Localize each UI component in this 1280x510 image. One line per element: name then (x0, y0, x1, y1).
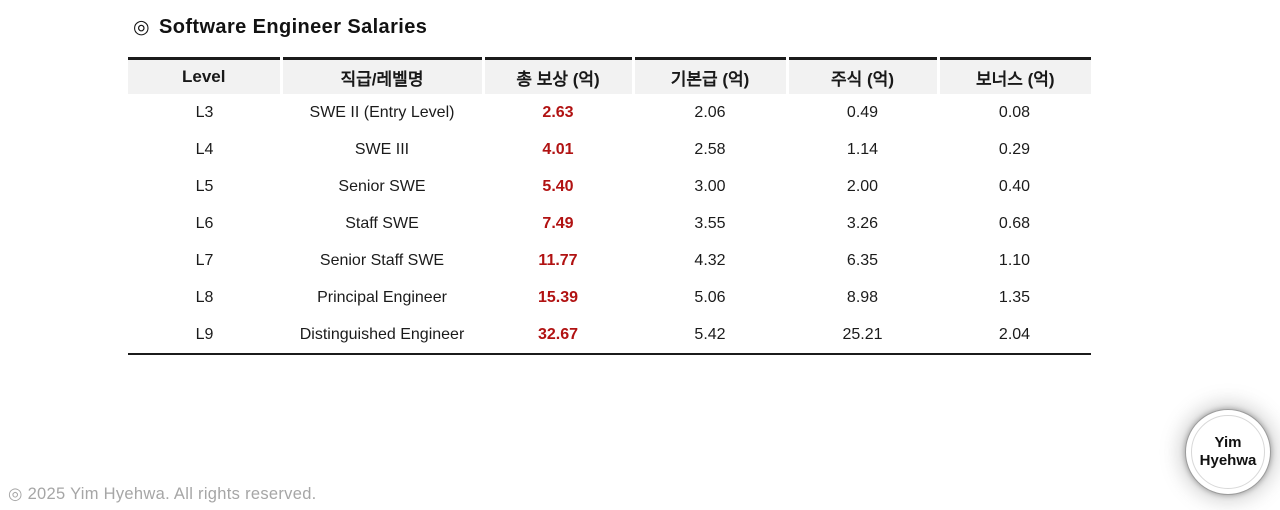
cell-role: Principal Engineer (317, 288, 447, 306)
cell-bonus: 0.68 (998, 214, 1031, 232)
bullseye-icon: ◎ (133, 17, 150, 38)
cell-stock: 8.98 (846, 288, 879, 306)
cell-role: SWE III (354, 140, 410, 158)
cell-role: SWE II (Entry Level) (309, 103, 455, 121)
cell-level: L6 (195, 214, 214, 232)
author-badge-line2: Hyehwa (1199, 452, 1257, 469)
cell-total: 4.01 (542, 140, 574, 158)
cell-stock: 6.35 (846, 251, 879, 269)
cell-bonus: 1.35 (998, 288, 1031, 306)
cell-stock: 1.14 (846, 140, 879, 158)
table-header-row: Level 직급/레벨명 총 보상 (억) 기본급 (억) 주식 (억) 보너스… (128, 58, 1091, 94)
cell-total: 15.39 (537, 288, 579, 306)
table-row: L5 Senior SWE 5.40 3.00 2.00 0.40 (128, 168, 1091, 205)
cell-level: L4 (195, 140, 214, 158)
cell-level: L8 (195, 288, 214, 306)
copyright-text: ◎ 2025 Yim Hyehwa. All rights reserved. (8, 485, 317, 503)
cell-bonus: 0.40 (998, 177, 1031, 195)
cell-level: L5 (195, 177, 214, 195)
cell-base: 5.06 (694, 288, 726, 306)
cell-level: L9 (195, 325, 214, 343)
cell-bonus: 2.04 (998, 325, 1031, 343)
column-header-level: Level (128, 58, 281, 94)
table-row: L6 Staff SWE 7.49 3.55 3.26 0.68 (128, 205, 1091, 242)
cell-base: 4.32 (694, 251, 726, 269)
column-header-total: 총 보상 (억) (481, 58, 633, 94)
cell-role: Staff SWE (345, 214, 419, 232)
cell-total: 5.40 (542, 177, 574, 195)
cell-base: 3.55 (694, 214, 726, 232)
cell-stock: 25.21 (842, 325, 883, 343)
table-row: L4 SWE III 4.01 2.58 1.14 0.29 (128, 131, 1091, 168)
cell-stock: 2.00 (846, 177, 879, 195)
cell-base: 5.42 (694, 325, 726, 343)
cell-base: 2.06 (694, 103, 726, 121)
column-header-base: 기본급 (억) (631, 58, 787, 94)
cell-stock: 3.26 (846, 214, 879, 232)
cell-total: 2.63 (542, 103, 574, 121)
cell-stock: 0.49 (846, 103, 879, 121)
table-row: L7 Senior Staff SWE 11.77 4.32 6.35 1.10 (128, 242, 1091, 279)
cell-total: 7.49 (542, 214, 574, 232)
cell-total: 32.67 (537, 325, 579, 343)
cell-bonus: 1.10 (998, 251, 1031, 269)
cell-level: L3 (195, 103, 214, 121)
cell-role: Senior Staff SWE (319, 251, 445, 269)
cell-base: 3.00 (694, 177, 726, 195)
column-header-role: 직급/레벨명 (279, 58, 483, 94)
table-row: L8 Principal Engineer 15.39 5.06 8.98 1.… (128, 279, 1091, 316)
cell-bonus: 0.08 (998, 103, 1031, 121)
cell-base: 2.58 (694, 140, 726, 158)
column-header-bonus: 보너스 (억) (936, 58, 1091, 94)
author-badge-line1: Yim (1214, 434, 1242, 451)
page-title: ◎ Software Engineer Salaries (133, 16, 427, 39)
table-row: L9 Distinguished Engineer 32.67 5.42 25.… (128, 316, 1091, 354)
table-row: L3 SWE II (Entry Level) 2.63 2.06 0.49 0… (128, 94, 1091, 131)
cell-total: 11.77 (538, 251, 578, 269)
cell-role: Distinguished Engineer (299, 325, 465, 343)
page-title-text: Software Engineer Salaries (158, 16, 428, 38)
author-badge: Yim Hyehwa (1185, 409, 1271, 495)
cell-level: L7 (195, 251, 214, 269)
cell-bonus: 0.29 (998, 140, 1031, 158)
salary-table: Level 직급/레벨명 총 보상 (억) 기본급 (억) 주식 (억) 보너스… (128, 57, 1091, 355)
column-header-stock: 주식 (억) (785, 58, 938, 94)
cell-role: Senior SWE (338, 177, 426, 195)
